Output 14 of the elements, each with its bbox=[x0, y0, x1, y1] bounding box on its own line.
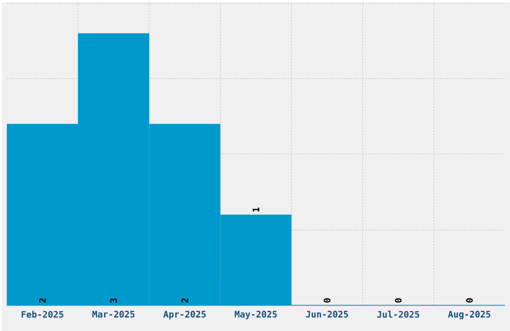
data-label: 0 bbox=[394, 298, 402, 302]
data-label: 1 bbox=[252, 207, 260, 212]
data-label: 0 bbox=[324, 298, 330, 302]
data-label: 2 bbox=[181, 298, 188, 303]
x-tick-label: May-2025 bbox=[234, 310, 277, 320]
x-tick-label: Jul-2025 bbox=[377, 310, 420, 318]
data-label: 3 bbox=[110, 298, 117, 302]
x-tick-label: Mar-2025 bbox=[92, 310, 134, 318]
data-label: 2 bbox=[39, 298, 46, 303]
x-tick-label: Apr-2025 bbox=[163, 310, 206, 320]
x-tick-label: Aug-2025 bbox=[448, 310, 490, 320]
data-label: 0 bbox=[466, 298, 473, 302]
x-tick-label: Feb-2025 bbox=[22, 310, 64, 318]
x-tick-label: Jun-2025 bbox=[306, 310, 348, 318]
